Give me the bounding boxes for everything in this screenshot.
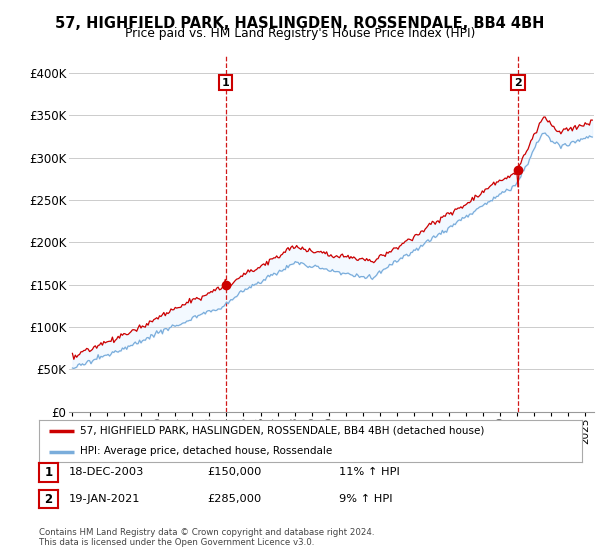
Text: HPI: Average price, detached house, Rossendale: HPI: Average price, detached house, Ross… (80, 446, 332, 456)
Text: Price paid vs. HM Land Registry's House Price Index (HPI): Price paid vs. HM Land Registry's House … (125, 27, 475, 40)
Text: 1: 1 (44, 466, 53, 479)
Text: 11% ↑ HPI: 11% ↑ HPI (339, 468, 400, 477)
Text: 18-DEC-2003: 18-DEC-2003 (69, 468, 145, 477)
Text: 9% ↑ HPI: 9% ↑ HPI (339, 494, 392, 504)
Text: 2: 2 (514, 78, 522, 88)
Text: £150,000: £150,000 (207, 468, 262, 477)
Text: 19-JAN-2021: 19-JAN-2021 (69, 494, 140, 504)
Text: 2: 2 (44, 493, 53, 506)
Text: 57, HIGHFIELD PARK, HASLINGDEN, ROSSENDALE, BB4 4BH (detached house): 57, HIGHFIELD PARK, HASLINGDEN, ROSSENDA… (80, 426, 484, 436)
Text: £285,000: £285,000 (207, 494, 261, 504)
Text: 1: 1 (222, 78, 230, 88)
Text: Contains HM Land Registry data © Crown copyright and database right 2024.: Contains HM Land Registry data © Crown c… (39, 528, 374, 536)
Text: This data is licensed under the Open Government Licence v3.0.: This data is licensed under the Open Gov… (39, 538, 314, 547)
Text: 57, HIGHFIELD PARK, HASLINGDEN, ROSSENDALE, BB4 4BH: 57, HIGHFIELD PARK, HASLINGDEN, ROSSENDA… (55, 16, 545, 31)
